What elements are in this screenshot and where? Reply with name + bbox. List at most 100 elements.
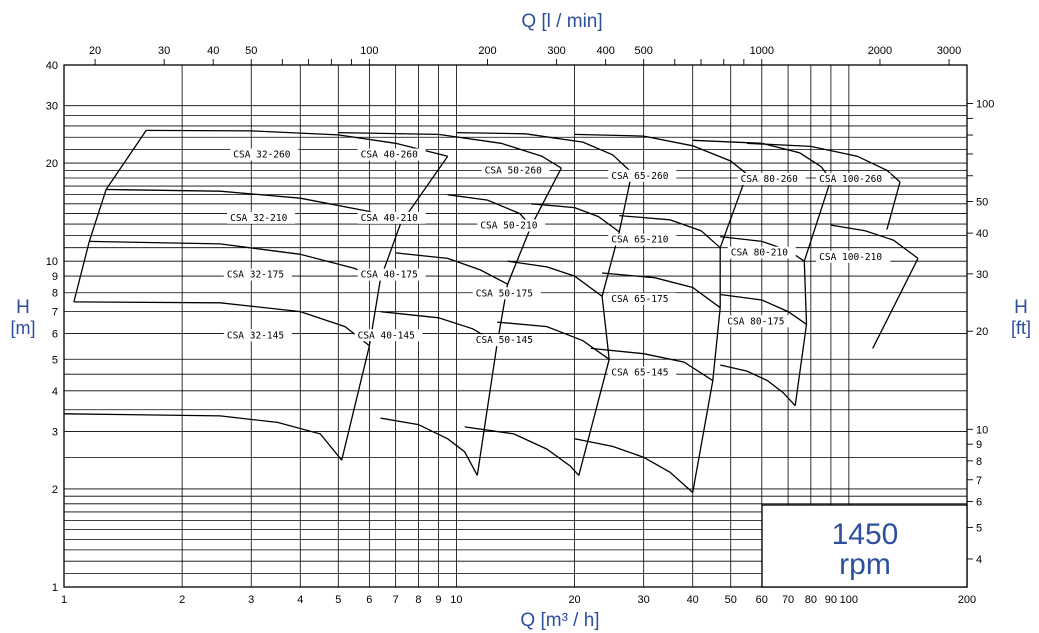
y-left-tick-label: 3 xyxy=(52,427,58,439)
curve-label-bg xyxy=(472,334,541,347)
y-right-tick-label: 6 xyxy=(976,497,982,509)
x-bottom-tick-label: 40 xyxy=(687,594,699,606)
plot-frame xyxy=(63,64,968,588)
envelope-line xyxy=(73,130,147,303)
left-tick-labels: 1 2 3 4 5 6 7 8 9 10 20 30 40 xyxy=(46,60,58,594)
y-right-tick-label: 50 xyxy=(976,197,988,209)
curve-label: CSA 32-145 xyxy=(227,330,284,341)
curve-csa-40-175 xyxy=(395,252,508,285)
curve-label: CSA 65-210 xyxy=(611,235,668,246)
x-top-tick-label: 500 xyxy=(634,45,652,57)
y-left-tick-label: 30 xyxy=(46,101,58,113)
curve-label-bg xyxy=(724,315,793,328)
curve-csa-80-bottom xyxy=(720,364,796,407)
curve-label-bg xyxy=(357,211,426,224)
y-right-tick-label: 4 xyxy=(976,554,982,566)
curve-label-bg xyxy=(223,329,292,342)
right-tick-labels: 4 5 6 7 8 9 10 20 30 40 50 100 xyxy=(976,98,994,565)
x-bottom-tick-label: 50 xyxy=(725,594,737,606)
curve-csa-32-260 xyxy=(146,129,448,157)
curves xyxy=(63,129,919,493)
curve-label-bg xyxy=(230,148,299,161)
y-left-tick-label: 9 xyxy=(52,271,58,283)
curve-csa-65-210 xyxy=(619,214,721,249)
y-right-tick-label: 5 xyxy=(976,522,982,534)
curve-label-bg xyxy=(354,329,423,342)
curve-label: CSA 50-145 xyxy=(476,335,533,346)
envelope-line xyxy=(476,167,562,476)
y-right-tick-label: 40 xyxy=(976,228,988,240)
envelope-line xyxy=(341,155,449,461)
x-bottom-tick-label: 70 xyxy=(782,594,794,606)
curve-csa-65-bottom xyxy=(574,438,694,493)
y-right-axis-label-h: H xyxy=(1014,297,1028,318)
y-left-axis-label-unit: [m] xyxy=(11,318,36,338)
curve-csa-100-260 xyxy=(746,142,901,183)
y-right-tick-label: 7 xyxy=(976,475,982,487)
y-left-axis-label-h: H xyxy=(16,297,30,318)
curve-csa-40-bottom xyxy=(380,417,478,476)
curve-label: CSA 50-210 xyxy=(480,220,537,231)
curve-label-bg xyxy=(608,233,677,246)
y-right-tick-label: 30 xyxy=(976,269,988,281)
curve-csa-80-210 xyxy=(720,235,805,262)
curve-label: CSA 65-175 xyxy=(611,294,668,305)
x-bottom-tick-label: 7 xyxy=(393,594,399,606)
x-bottom-tick-label: 5 xyxy=(335,594,341,606)
curve-label-bg xyxy=(727,246,796,259)
x-bottom-tick-label: 10 xyxy=(450,594,462,606)
x-bottom-tick-label: 1 xyxy=(61,594,67,606)
y-left-tick-label: 4 xyxy=(52,386,58,398)
curve-label: CSA 32-260 xyxy=(233,150,290,161)
x-bottom-tick-label: 200 xyxy=(958,594,976,606)
x-bottom-tick-label: 3 xyxy=(248,594,254,606)
y-left-tick-label: 40 xyxy=(46,60,58,72)
curve-label-bg xyxy=(227,211,296,224)
curve-csa-65-145 xyxy=(590,347,714,382)
curve-label-bg xyxy=(608,169,677,182)
x-top-tick-label: 200 xyxy=(478,45,496,57)
curve-label-bg xyxy=(816,172,891,185)
x-top-tick-label: 300 xyxy=(547,45,565,57)
curve-label: CSA 80-210 xyxy=(731,248,788,259)
x-bottom-tick-label: 80 xyxy=(805,594,817,606)
curve-label-bg xyxy=(608,292,677,305)
curve-csa-40-260 xyxy=(338,131,562,169)
curve-csa-50-175 xyxy=(507,260,603,297)
curve-csa-100-210 xyxy=(830,224,919,259)
curve-label: CSA 32-210 xyxy=(230,213,287,224)
curve-label-bg xyxy=(737,172,806,185)
y-left-tick-label: 10 xyxy=(46,256,58,268)
curve-label: CSA 50-260 xyxy=(485,165,542,176)
speed-unit: rpm xyxy=(839,548,891,581)
x-bottom-tick-label: 90 xyxy=(825,594,837,606)
y-right-axis-label-unit: [ft] xyxy=(1011,318,1031,338)
speed-box-background xyxy=(761,504,968,588)
envelope-line xyxy=(794,179,832,406)
y-left-tick-label: 2 xyxy=(52,484,58,496)
y-left-tick-label: 6 xyxy=(52,328,58,340)
curve-label-bg xyxy=(816,250,891,263)
curve-label: CSA 40-145 xyxy=(358,330,415,341)
y-right-tick-label: 10 xyxy=(976,424,988,436)
curve-label: CSA 40-175 xyxy=(361,270,418,281)
y-right-tick-label: 8 xyxy=(976,456,982,468)
x-bottom-tick-label: 6 xyxy=(366,594,372,606)
curve-labels: CSA 32-260 CSA 32-210 CSA 32-175 CSA 32-145… xyxy=(223,148,891,379)
curve-csa-65-175 xyxy=(602,272,721,309)
curve-csa-50-260 xyxy=(456,131,633,174)
x-bottom-tick-label: 9 xyxy=(435,594,441,606)
curve-csa-50-210 xyxy=(531,203,620,233)
bottom-tick-labels: 1 2 3 4 5 6 7 8 9 10 20 30 40 50 60 70 80 90 100 200 xyxy=(61,594,976,606)
speed-box: 1450 rpm xyxy=(761,504,968,588)
curve-label: CSA 65-260 xyxy=(611,171,668,182)
y-left-tick-label: 20 xyxy=(46,158,58,170)
curve-label-bg xyxy=(223,268,292,281)
x-bottom-tick-label: 2 xyxy=(179,594,185,606)
x-bottom-tick-label: 100 xyxy=(840,594,858,606)
y-left-tick-label: 5 xyxy=(52,354,58,366)
curve-label: CSA 80-175 xyxy=(727,316,784,327)
envelope-line xyxy=(578,172,633,476)
y-left-tick-label: 8 xyxy=(52,288,58,300)
